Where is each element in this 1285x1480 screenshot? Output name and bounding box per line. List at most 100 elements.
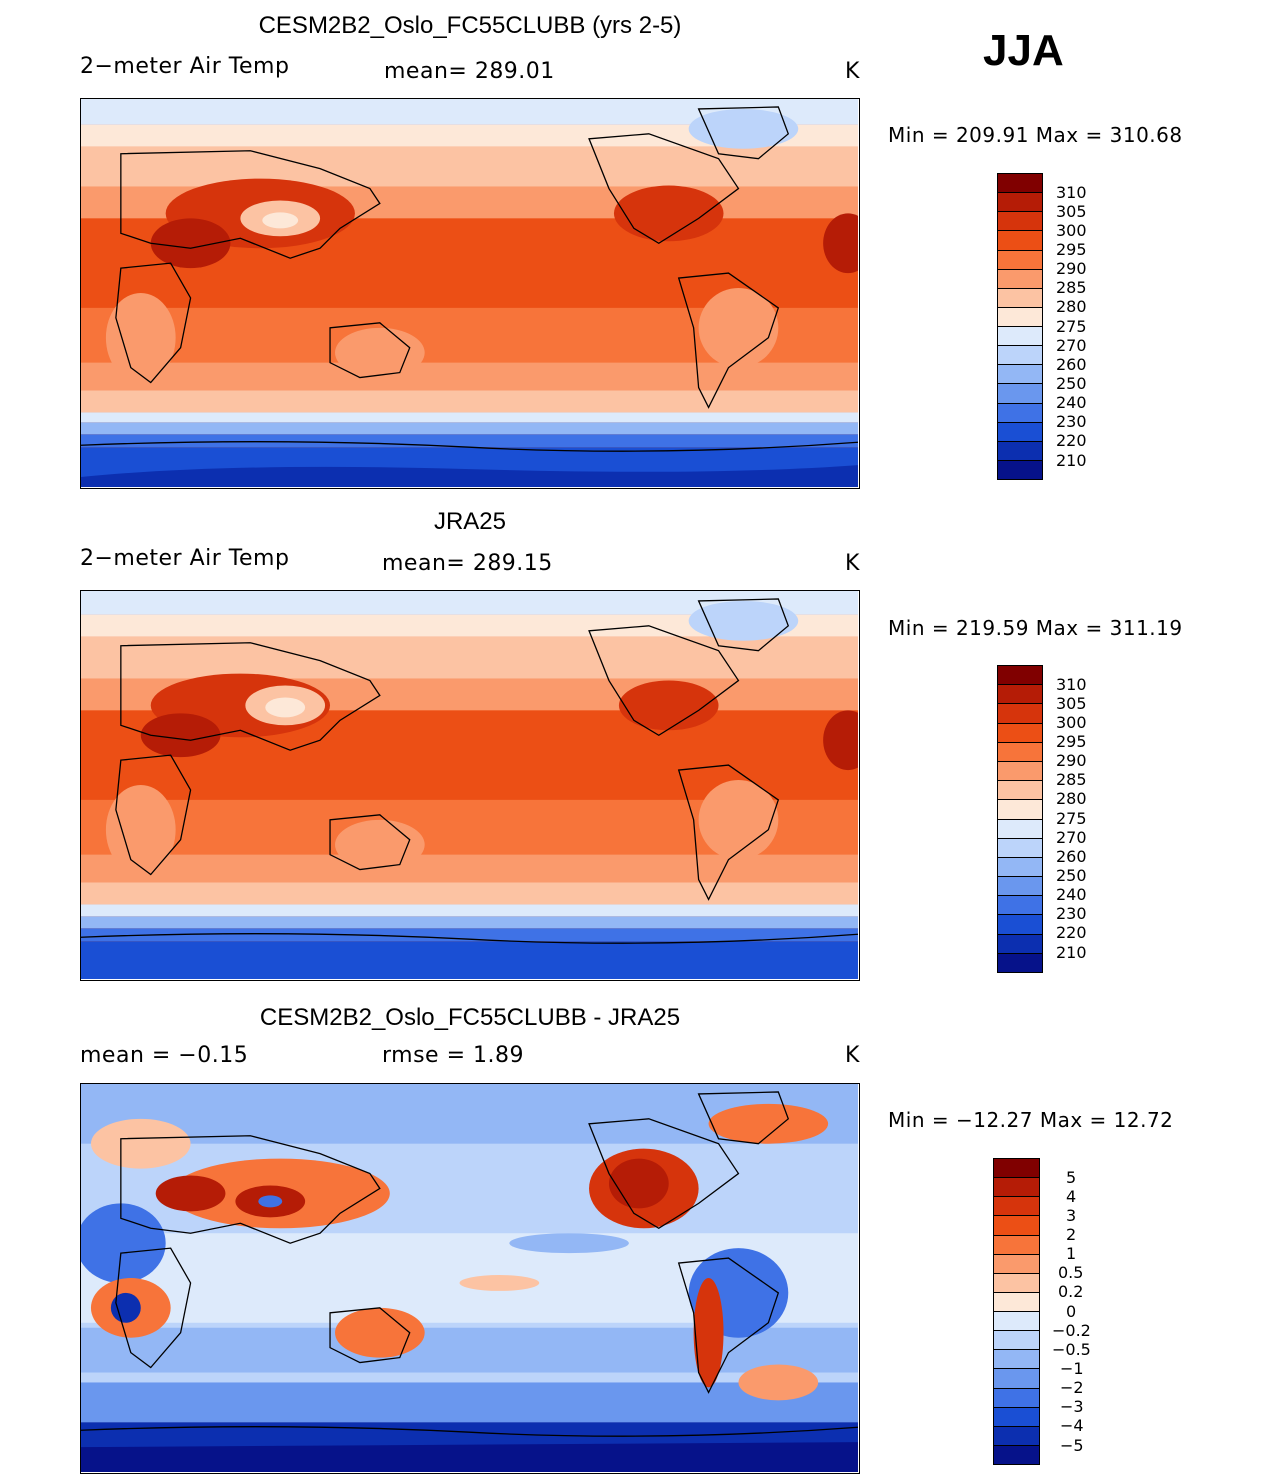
colorbar-swatch (998, 403, 1042, 423)
colorbar-tick-label: 295 (1056, 240, 1087, 259)
colorbar-tick-label: 290 (1056, 751, 1087, 770)
colorbar-swatch (998, 307, 1042, 327)
colorbar-swatch (998, 193, 1042, 213)
colorbar-swatch (998, 896, 1042, 916)
panel1-minmax: Min = 209.91 Max = 310.68 (888, 123, 1183, 147)
colorbar-swatch (994, 1426, 1039, 1446)
colorbar-swatch (998, 685, 1042, 705)
colorbar-swatch (998, 857, 1042, 878)
panel2-minmax: Min = 219.59 Max = 311.19 (888, 616, 1183, 640)
colorbar-tick-label: 3 (1066, 1206, 1077, 1225)
colorbar-tick-label: 260 (1056, 847, 1087, 866)
panel3-rmse: rmse = 1.89 (382, 1043, 524, 1068)
colorbar-tick-label: 230 (1056, 412, 1087, 431)
colorbar-tick-label: 310 (1056, 675, 1087, 694)
colorbar-swatch (998, 250, 1042, 270)
colorbar-tick-label: 300 (1056, 221, 1087, 240)
colorbar-tick-label: 240 (1056, 885, 1087, 904)
colorbar-swatch (998, 666, 1042, 686)
panel3-units: K (845, 1043, 860, 1068)
colorbar-swatch (998, 934, 1042, 954)
panel1-colorbar-labels: 310 305 300 295 290 285 280 275 270 260 … (1056, 185, 1116, 485)
colorbar-swatch (998, 384, 1042, 404)
colorbar-swatch (998, 723, 1042, 743)
colorbar-swatch (998, 327, 1042, 347)
panel3-colorbar-labels: 5 4 3 2 1 0.5 0.2 0 −0.2 −0.5 −1 −2 −3 −… (1052, 1170, 1122, 1470)
colorbar-swatch (998, 704, 1042, 724)
colorbar-swatch (994, 1178, 1039, 1198)
colorbar-tick-label: 0.5 (1058, 1263, 1084, 1282)
colorbar-swatch (998, 838, 1042, 858)
colorbar-swatch (998, 877, 1042, 897)
colorbar-swatch (998, 174, 1042, 194)
colorbar-swatch (998, 231, 1042, 251)
colorbar-tick-label: −4 (1060, 1416, 1084, 1435)
colorbar-tick-label: 240 (1056, 393, 1087, 412)
panel2-title: JRA25 (433, 508, 507, 535)
colorbar-tick-label: 300 (1056, 713, 1087, 732)
colorbar-swatch (998, 800, 1042, 820)
colorbar-tick-label: −5 (1060, 1436, 1084, 1455)
colorbar-tick-label: 275 (1056, 317, 1087, 336)
colorbar-tick-label: 280 (1056, 297, 1087, 316)
colorbar-tick-label: 210 (1056, 451, 1087, 470)
colorbar-swatch (998, 953, 1042, 972)
panel2-colorbar (997, 665, 1043, 973)
colorbar-swatch (998, 422, 1042, 442)
colorbar-tick-label: 220 (1056, 923, 1087, 942)
panel1-units: K (845, 59, 860, 84)
colorbar-swatch (998, 460, 1042, 479)
colorbar-tick-label: 285 (1056, 278, 1087, 297)
panel3-title: CESM2B2_Oslo_FC55CLUBB - JRA25 (259, 1004, 681, 1031)
colorbar-tick-label: 280 (1056, 789, 1087, 808)
colorbar-tick-label: 230 (1056, 904, 1087, 923)
colorbar-tick-label: 0.2 (1058, 1282, 1084, 1301)
colorbar-tick-label: 210 (1056, 943, 1087, 962)
colorbar-tick-label: 250 (1056, 374, 1087, 393)
colorbar-swatch (998, 915, 1042, 935)
colorbar-tick-label: 295 (1056, 732, 1087, 751)
colorbar-swatch (994, 1445, 1039, 1464)
colorbar-swatch (998, 742, 1042, 762)
panel3-colorbar (993, 1158, 1040, 1465)
colorbar-swatch (994, 1388, 1039, 1408)
colorbar-swatch (994, 1407, 1039, 1427)
colorbar-tick-label: 220 (1056, 431, 1087, 450)
season-label: JJA (983, 26, 1064, 75)
colorbar-swatch (998, 441, 1042, 461)
colorbar-swatch (998, 288, 1042, 308)
colorbar-swatch (994, 1331, 1039, 1351)
colorbar-tick-label: 275 (1056, 809, 1087, 828)
colorbar-tick-label: 0 (1066, 1302, 1077, 1321)
colorbar-tick-label: −2 (1060, 1378, 1084, 1397)
colorbar-tick-label: 4 (1066, 1187, 1077, 1206)
colorbar-swatch (998, 819, 1042, 839)
colorbar-tick-label: 305 (1056, 694, 1087, 713)
colorbar-swatch (994, 1369, 1039, 1389)
colorbar-swatch (994, 1273, 1039, 1293)
colorbar-swatch (994, 1159, 1039, 1179)
colorbar-swatch (998, 212, 1042, 232)
colorbar-tick-label: 260 (1056, 355, 1087, 374)
colorbar-swatch (994, 1197, 1039, 1217)
colorbar-swatch (994, 1292, 1039, 1312)
colorbar-swatch (998, 346, 1042, 366)
colorbar-swatch (998, 365, 1042, 385)
panel2-variable-label: 2−meter Air Temp (80, 546, 290, 571)
colorbar-swatch (998, 781, 1042, 801)
panel1-mean: mean= 289.01 (384, 59, 555, 84)
colorbar-tick-label: −1 (1060, 1359, 1084, 1378)
colorbar-swatch (994, 1350, 1039, 1370)
colorbar-swatch (994, 1312, 1039, 1332)
panel2-colorbar-labels: 310 305 300 295 290 285 280 275 270 260 … (1056, 677, 1116, 977)
panel2-map (80, 590, 860, 981)
colorbar-tick-label: 310 (1056, 183, 1087, 202)
panel1-title: CESM2B2_Oslo_FC55CLUBB (yrs 2-5) (258, 12, 682, 39)
colorbar-tick-label: 270 (1056, 828, 1087, 847)
panel3-mean: mean = −0.15 (80, 1043, 249, 1068)
colorbar-tick-label: −3 (1060, 1397, 1084, 1416)
colorbar-tick-label: −0.2 (1052, 1321, 1091, 1340)
panel2-units: K (845, 551, 860, 576)
panel1-variable-label: 2−meter Air Temp (80, 54, 290, 79)
colorbar-tick-label: 290 (1056, 259, 1087, 278)
